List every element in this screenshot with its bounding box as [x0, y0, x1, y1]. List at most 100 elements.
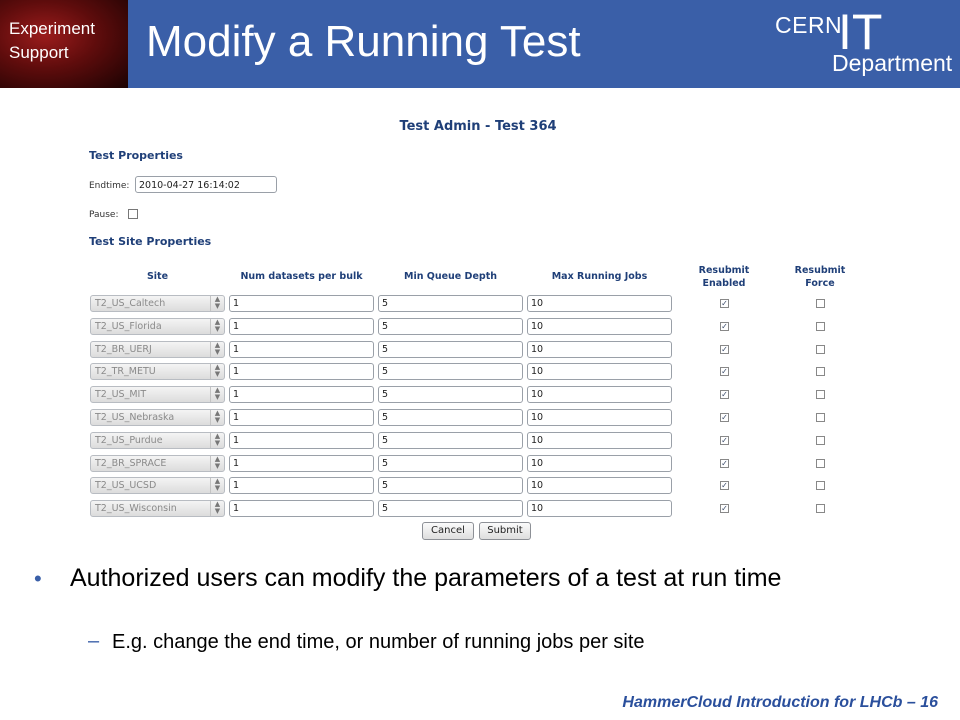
- max-running-jobs-input[interactable]: 10: [527, 386, 672, 404]
- min-queue-depth-input[interactable]: 5: [378, 386, 523, 404]
- slide-header: Experiment Support Modify a Running Test…: [0, 0, 960, 88]
- resubmit-enabled-checkbox[interactable]: ✓: [720, 299, 729, 308]
- select-arrows-icon: ▲ ▼: [210, 455, 224, 471]
- cern-it-logo: CERN IT Department: [772, 4, 958, 80]
- num-datasets-input[interactable]: 1: [229, 500, 374, 518]
- min-queue-depth-input[interactable]: 5: [378, 500, 523, 518]
- table-row: T2_US_MIT ▲ ▼ 1 5 10 ✓: [83, 384, 873, 404]
- header-max-running-jobs: Max Running Jobs: [551, 271, 648, 282]
- resubmit-force-checkbox[interactable]: [816, 481, 825, 491]
- select-arrows-icon: ▲ ▼: [210, 387, 224, 403]
- select-arrows-icon: ▲ ▼: [210, 364, 224, 380]
- max-running-jobs-input[interactable]: 10: [527, 317, 672, 335]
- header-site: Site: [146, 271, 169, 282]
- num-datasets-input[interactable]: 1: [229, 317, 374, 335]
- num-datasets-input[interactable]: 1: [229, 340, 374, 358]
- min-queue-depth-input[interactable]: 5: [378, 409, 523, 426]
- max-running-jobs-input[interactable]: 10: [527, 340, 672, 358]
- corner-line-2: Support: [9, 43, 69, 62]
- max-running-jobs-input[interactable]: 10: [527, 500, 672, 518]
- num-datasets-input[interactable]: 1: [229, 409, 374, 426]
- sub-bullet-text: E.g. change the end time, or number of r…: [112, 631, 645, 653]
- resubmit-force-checkbox[interactable]: [816, 344, 825, 354]
- num-datasets-input[interactable]: 1: [229, 386, 374, 404]
- test-properties-heading: Test Properties: [89, 149, 183, 162]
- resubmit-force-checkbox[interactable]: [816, 299, 825, 308]
- max-running-jobs-input[interactable]: 10: [527, 363, 672, 381]
- resubmit-force-checkbox[interactable]: [816, 367, 825, 377]
- resubmit-enabled-checkbox[interactable]: ✓: [720, 413, 729, 422]
- resubmit-enabled-checkbox[interactable]: ✓: [720, 367, 729, 377]
- test-site-properties-heading: Test Site Properties: [89, 235, 212, 248]
- max-running-jobs-input[interactable]: 10: [527, 409, 672, 426]
- min-queue-depth-input[interactable]: 5: [378, 454, 523, 472]
- min-queue-depth-input[interactable]: 5: [378, 363, 523, 381]
- resubmit-enabled-checkbox[interactable]: ✓: [720, 435, 729, 445]
- logo-cern-text: CERN: [775, 12, 843, 38]
- min-queue-depth-input[interactable]: 5: [378, 431, 523, 449]
- bullet-text: Authorized users can modify the paramete…: [70, 564, 782, 592]
- site-select[interactable]: T2_TR_METU ▲ ▼: [90, 363, 225, 381]
- corner-line-1: Experiment: [9, 19, 95, 38]
- site-select[interactable]: T2_US_Caltech ▲ ▼: [90, 295, 225, 312]
- submit-button[interactable]: Submit: [479, 522, 531, 540]
- logo-it-text: IT: [838, 4, 883, 60]
- site-select-value: T2_US_MIT: [95, 389, 147, 401]
- resubmit-force-checkbox[interactable]: [816, 458, 825, 468]
- min-queue-depth-input[interactable]: 5: [378, 477, 523, 495]
- resubmit-enabled-checkbox[interactable]: ✓: [720, 321, 729, 331]
- resubmit-enabled-checkbox[interactable]: ✓: [720, 504, 729, 514]
- site-select[interactable]: T2_BR_SPRACE ▲ ▼: [90, 454, 225, 472]
- test-admin-screenshot: Test Admin - Test 364 Test Properties En…: [83, 112, 873, 548]
- cancel-button[interactable]: Cancel: [422, 522, 474, 540]
- site-select[interactable]: T2_US_MIT ▲ ▼: [90, 386, 225, 404]
- site-select[interactable]: T2_US_Purdue ▲ ▼: [90, 431, 225, 449]
- resubmit-enabled-checkbox[interactable]: ✓: [720, 344, 729, 354]
- site-select[interactable]: T2_US_Florida ▲ ▼: [90, 317, 225, 335]
- max-running-jobs-input[interactable]: 10: [527, 295, 672, 312]
- experiment-support-corner: Experiment Support: [0, 0, 128, 88]
- max-running-jobs-input[interactable]: 10: [527, 431, 672, 449]
- resubmit-force-checkbox[interactable]: [816, 321, 825, 331]
- site-select[interactable]: T2_US_UCSD ▲ ▼: [90, 477, 225, 495]
- min-queue-depth-input[interactable]: 5: [378, 295, 523, 312]
- endtime-input[interactable]: 2010-04-27 16:14:02: [135, 176, 277, 193]
- slide-title: Modify a Running Test: [146, 17, 581, 66]
- resubmit-force-checkbox[interactable]: [816, 504, 825, 514]
- pause-label: Pause:: [89, 210, 119, 220]
- site-select[interactable]: T2_US_Wisconsin ▲ ▼: [90, 500, 225, 518]
- site-select-value: T2_US_Wisconsin: [95, 503, 177, 515]
- pause-checkbox[interactable]: [128, 209, 138, 219]
- resubmit-enabled-checkbox[interactable]: ✓: [720, 481, 729, 491]
- table-row: T2_US_Purdue ▲ ▼ 1 5 10 ✓: [83, 430, 873, 450]
- min-queue-depth-input[interactable]: 5: [378, 340, 523, 358]
- num-datasets-input[interactable]: 1: [229, 431, 374, 449]
- resubmit-enabled-checkbox[interactable]: ✓: [720, 390, 729, 400]
- table-row: T2_US_Florida ▲ ▼ 1 5 10 ✓: [83, 316, 873, 336]
- num-datasets-input[interactable]: 1: [229, 477, 374, 495]
- resubmit-force-checkbox[interactable]: [816, 435, 825, 445]
- corner-label: Experiment Support: [9, 17, 95, 65]
- logo-department-text: Department: [832, 50, 953, 76]
- site-select-value: T2_BR_SPRACE: [95, 457, 167, 469]
- site-select[interactable]: T2_US_Nebraska ▲ ▼: [90, 409, 225, 426]
- select-arrows-icon: ▲ ▼: [210, 410, 224, 425]
- header-resubmit-enabled: Resubmit Enabled: [698, 265, 750, 289]
- resubmit-enabled-checkbox[interactable]: ✓: [720, 458, 729, 468]
- resubmit-force-checkbox[interactable]: [816, 390, 825, 400]
- endtime-label: Endtime:: [89, 181, 130, 191]
- select-arrows-icon: ▲ ▼: [210, 501, 224, 517]
- select-arrows-icon: ▲ ▼: [210, 341, 224, 357]
- min-queue-depth-input[interactable]: 5: [378, 317, 523, 335]
- table-row: T2_BR_SPRACE ▲ ▼ 1 5 10 ✓: [83, 453, 873, 473]
- num-datasets-input[interactable]: 1: [229, 363, 374, 381]
- max-running-jobs-input[interactable]: 10: [527, 454, 672, 472]
- resubmit-force-checkbox[interactable]: [816, 413, 825, 422]
- num-datasets-input[interactable]: 1: [229, 454, 374, 472]
- table-row: T2_US_Nebraska ▲ ▼ 1 5 10 ✓: [83, 407, 873, 427]
- num-datasets-input[interactable]: 1: [229, 295, 374, 312]
- max-running-jobs-input[interactable]: 10: [527, 477, 672, 495]
- bullet-marker: •: [34, 566, 42, 591]
- site-select[interactable]: T2_BR_UERJ ▲ ▼: [90, 340, 225, 358]
- site-select-value: T2_BR_UERJ: [95, 343, 152, 355]
